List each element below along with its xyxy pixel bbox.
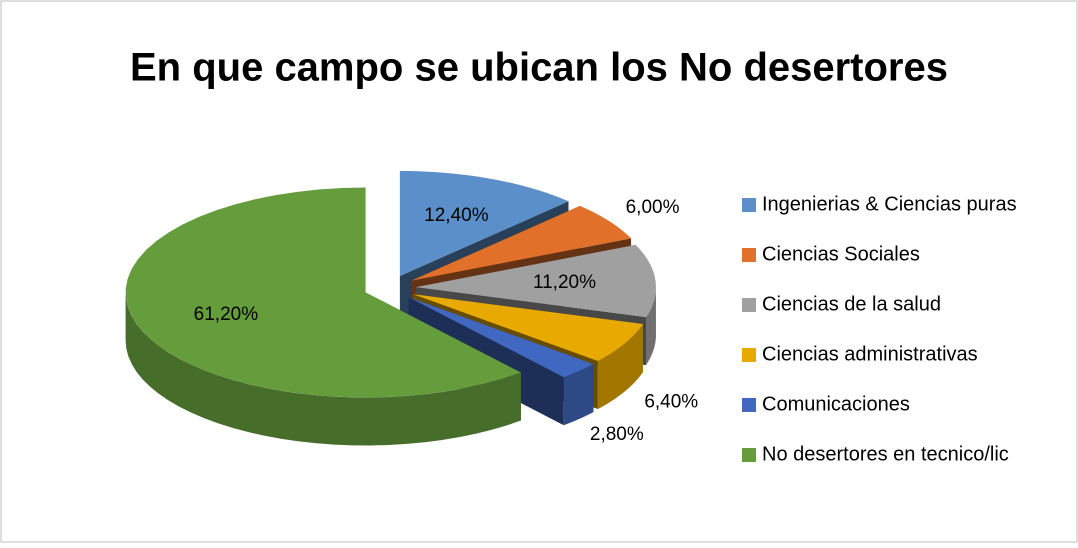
slice: [399, 170, 569, 276]
legend-swatch: [742, 448, 756, 462]
data-label: 61,20%: [194, 304, 259, 325]
slice-side: [125, 292, 521, 446]
slice-side: [563, 364, 594, 426]
data-label: 6,00%: [626, 197, 680, 218]
legend-label: Comunicaciones: [762, 393, 910, 415]
legend-swatch: [742, 398, 756, 412]
legend-swatch: [742, 198, 756, 212]
chart-title: En que campo se ubican los No desertores: [130, 46, 948, 90]
slice: [125, 187, 521, 398]
slice: [411, 205, 632, 281]
data-label: 2,80%: [590, 424, 644, 445]
legend-label: No desertores en tecnico/lic: [762, 443, 1009, 465]
legend-swatch: [742, 248, 756, 262]
legend-swatch: [742, 298, 756, 312]
data-label: 11,20%: [533, 272, 596, 293]
slice: [408, 297, 594, 378]
slice-side: [645, 287, 656, 366]
slice: [415, 244, 656, 318]
slice: [412, 294, 643, 362]
legend-label: Ciencias Sociales: [762, 243, 920, 265]
legend-label: Ingenierias & Ciencias puras: [762, 193, 1017, 215]
data-label: 12,40%: [424, 205, 489, 226]
slice-tops: [125, 170, 656, 398]
legend-label: Ciencias administrativas: [762, 343, 978, 365]
legend-label: Ciencias de la salud: [762, 293, 941, 315]
legend-swatch: [742, 348, 756, 362]
slice-side: [597, 324, 643, 410]
data-label: 6,40%: [644, 391, 698, 412]
